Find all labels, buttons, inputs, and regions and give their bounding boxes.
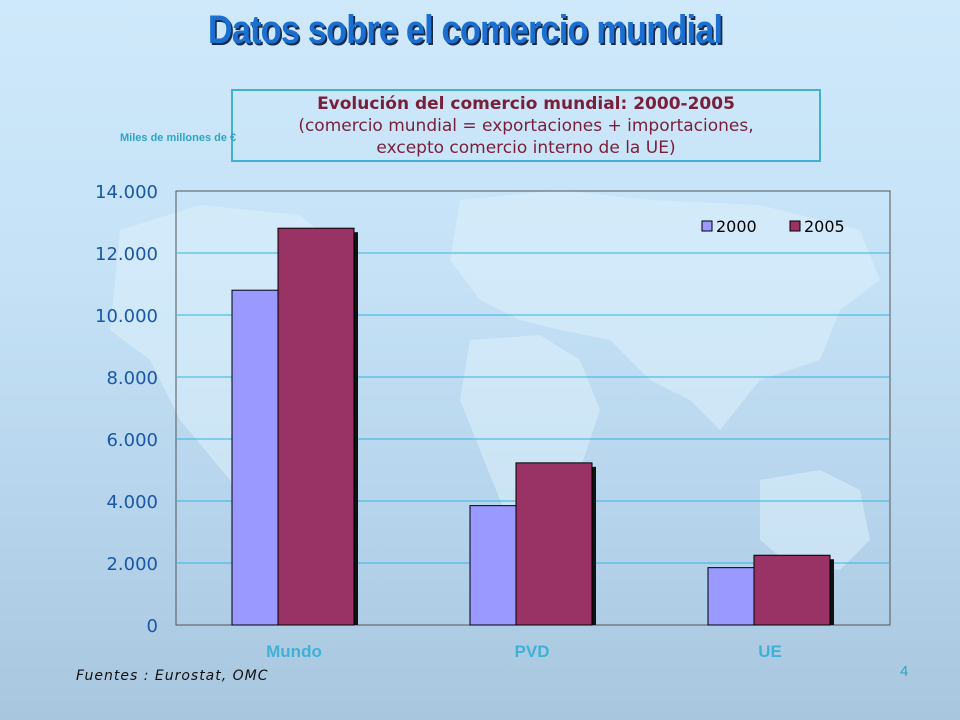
bars — [231, 227, 834, 626]
legend-label-2005: 2005 — [804, 217, 845, 236]
chart-title-box: Evolución del comercio mundial: 2000-200… — [231, 89, 821, 162]
bar-2000-mundo — [231, 289, 279, 626]
legend-label-2000: 2000 — [716, 217, 757, 236]
slide-title: Datos sobre el comercio mundial — [207, 8, 723, 52]
y-tick-label: 8.000 — [106, 368, 158, 389]
y-tick-label: 0 — [147, 616, 158, 637]
legend: 2000 2005 — [701, 217, 845, 236]
y-axis-unit-label: Miles de millones de € — [120, 132, 237, 144]
y-tick-label: 10.000 — [95, 306, 158, 327]
bar-2005-pvd — [515, 462, 593, 626]
y-tick-label: 12.000 — [95, 244, 158, 265]
bar-2005-mundo — [277, 227, 355, 626]
y-tick-label: 14.000 — [95, 182, 158, 203]
chart-title-line-1: Evolución del comercio mundial: 2000-200… — [317, 94, 735, 114]
bar-2005-ue — [753, 554, 831, 626]
bar-2000-pvd — [469, 505, 517, 626]
x-category-label: PVD — [515, 642, 550, 661]
legend-swatch-2000 — [701, 220, 713, 232]
chart-title-line-3: excepto comercio interno de la UE) — [376, 138, 676, 158]
y-tick-label: 6.000 — [106, 430, 158, 451]
y-axis-tick-labels: 0 2.000 4.000 6.000 8.000 10.000 12.000 14.000 — [95, 182, 158, 637]
source-note: Fuentes : Eurostat, OMC — [76, 668, 269, 684]
y-tick-label: 2.000 — [106, 554, 158, 575]
page-number: 4 — [900, 663, 909, 680]
x-category-label: Mundo — [266, 642, 322, 661]
chart-title-line-2: (comercio mundial = exportaciones + impo… — [298, 116, 754, 136]
x-axis-category-labels: Mundo PVD UE — [266, 642, 782, 661]
y-tick-label: 4.000 — [106, 492, 158, 513]
legend-swatch-2005 — [789, 220, 801, 232]
bar-2000-ue — [707, 567, 755, 626]
x-category-label: UE — [758, 642, 782, 661]
